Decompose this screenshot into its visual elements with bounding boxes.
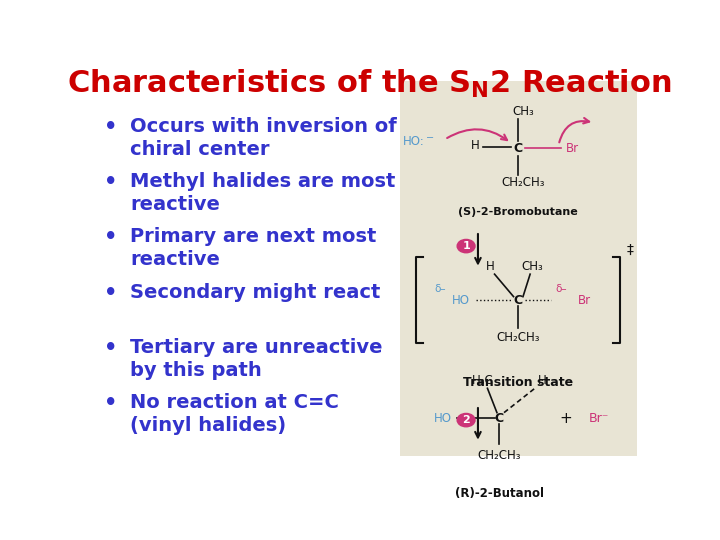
Text: Br: Br — [566, 143, 580, 156]
FancyArrowPatch shape — [559, 118, 589, 143]
Circle shape — [457, 239, 475, 253]
Text: Br⁻: Br⁻ — [589, 411, 609, 425]
FancyBboxPatch shape — [400, 82, 637, 456]
Text: +: + — [559, 411, 572, 426]
Text: CH₂CH₃: CH₂CH₃ — [501, 176, 545, 189]
Text: •: • — [104, 338, 117, 358]
Text: HO: HO — [452, 294, 470, 307]
Text: H: H — [485, 260, 494, 273]
FancyArrowPatch shape — [447, 129, 507, 140]
Text: Occurs with inversion of
chiral center: Occurs with inversion of chiral center — [130, 117, 397, 159]
Text: CH₃: CH₃ — [521, 260, 544, 273]
Text: C: C — [513, 294, 523, 307]
Text: H: H — [471, 139, 480, 152]
Text: No reaction at C=C
(vinyl halides): No reaction at C=C (vinyl halides) — [130, 393, 339, 435]
Text: •: • — [104, 393, 117, 413]
Text: HO: HO — [433, 411, 451, 425]
Circle shape — [457, 414, 475, 427]
Text: H₃C: H₃C — [472, 374, 494, 387]
Text: Br: Br — [578, 294, 591, 307]
Text: −: − — [426, 132, 435, 143]
Text: HO:: HO: — [403, 135, 425, 148]
Text: •: • — [104, 282, 117, 303]
Text: CH₂CH₃: CH₂CH₃ — [477, 449, 521, 462]
Text: (R)-2-Butanol: (R)-2-Butanol — [455, 487, 544, 500]
Text: Secondary might react: Secondary might react — [130, 282, 381, 302]
Text: H: H — [538, 374, 546, 387]
Text: •: • — [104, 227, 117, 247]
Text: Transition state: Transition state — [463, 376, 573, 389]
Text: CH₃: CH₃ — [512, 105, 534, 118]
Text: C: C — [513, 143, 523, 156]
Text: CH₂CH₃: CH₂CH₃ — [497, 331, 540, 345]
Text: δ–: δ– — [555, 284, 567, 294]
Text: C: C — [495, 411, 504, 425]
Text: •: • — [104, 172, 117, 192]
Text: ‡: ‡ — [626, 243, 633, 257]
Text: Tertiary are unreactive
by this path: Tertiary are unreactive by this path — [130, 338, 382, 380]
Text: (S)-2-Bromobutane: (S)-2-Bromobutane — [459, 207, 578, 218]
Text: 2: 2 — [462, 415, 470, 425]
Text: Characteristics of the $\mathregular{S_N}$2 Reaction: Characteristics of the $\mathregular{S_N… — [67, 68, 671, 99]
Text: δ–: δ– — [434, 284, 446, 294]
Text: Methyl halides are most
reactive: Methyl halides are most reactive — [130, 172, 395, 214]
Text: •: • — [104, 117, 117, 137]
Text: Primary are next most
reactive: Primary are next most reactive — [130, 227, 377, 269]
Text: 1: 1 — [462, 241, 470, 251]
